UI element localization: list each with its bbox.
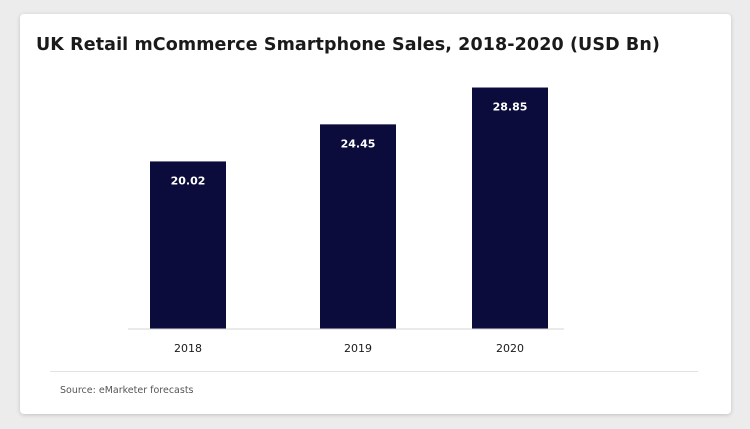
x-tick-label-2020: 2020 bbox=[496, 342, 524, 355]
source-note: Source: eMarketer forecasts bbox=[60, 385, 194, 396]
data-label-2020: 28.85 bbox=[493, 101, 528, 114]
x-tick-label-2019: 2019 bbox=[344, 342, 372, 355]
x-axis-ticks: 2018 2019 2020 bbox=[174, 342, 524, 355]
bars-group: 20.02 24.45 28.85 bbox=[150, 87, 548, 329]
footer-divider bbox=[50, 371, 698, 372]
data-label-2019: 24.45 bbox=[341, 137, 376, 150]
bar-2018 bbox=[150, 161, 226, 329]
data-label-2018: 20.02 bbox=[171, 174, 206, 187]
x-tick-label-2018: 2018 bbox=[174, 342, 202, 355]
bar-2019 bbox=[320, 124, 396, 329]
chart-title: UK Retail mCommerce Smartphone Sales, 20… bbox=[36, 35, 660, 55]
bar-2020 bbox=[472, 87, 548, 329]
